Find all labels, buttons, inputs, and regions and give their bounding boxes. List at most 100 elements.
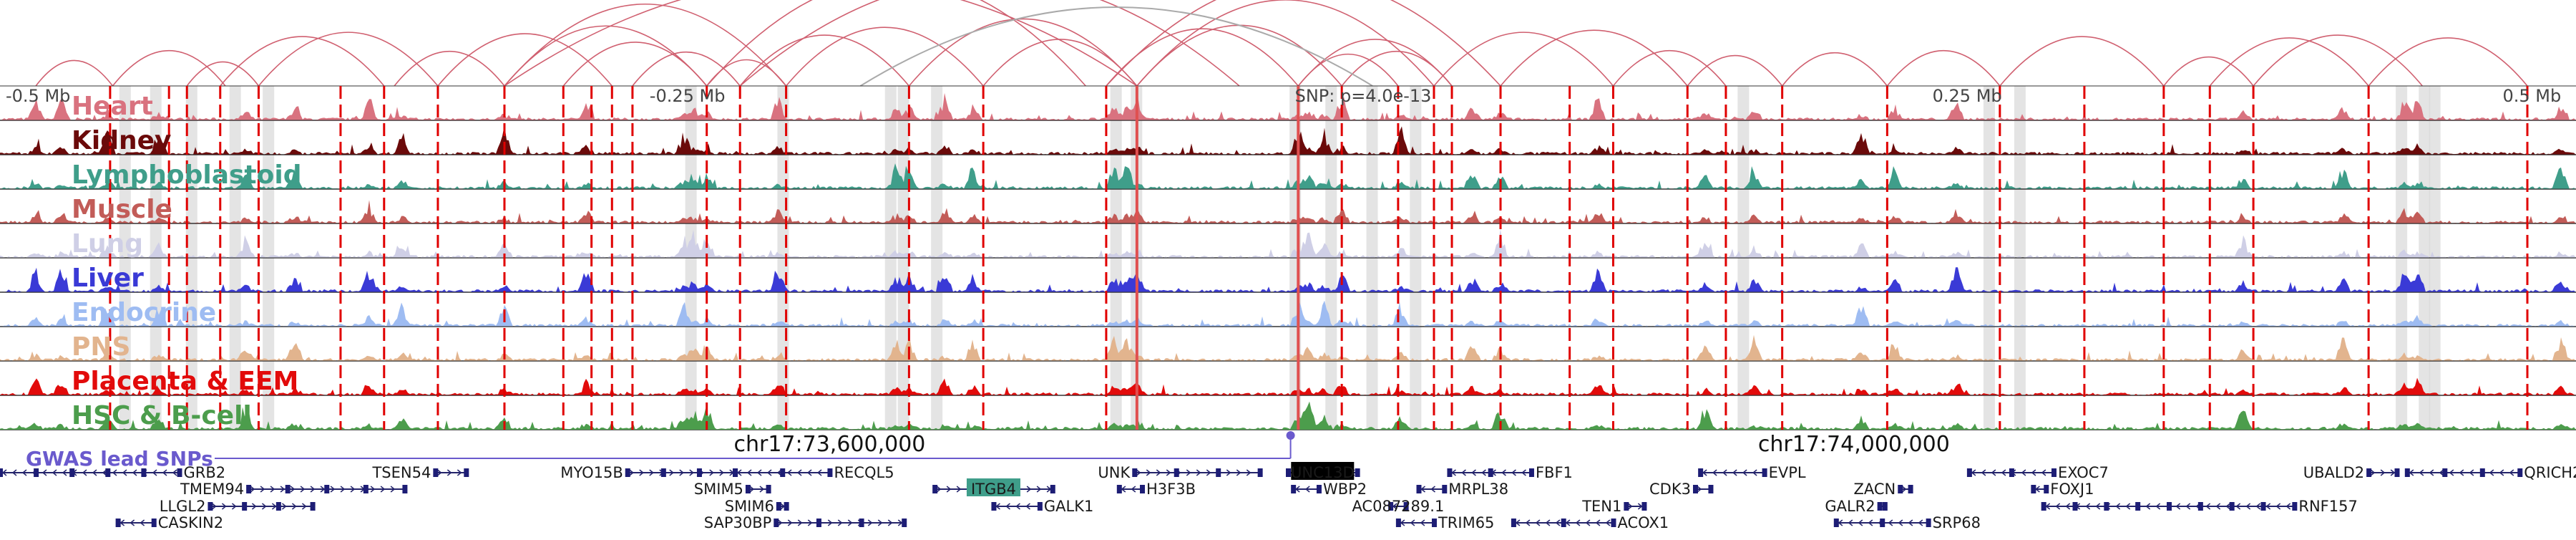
track-label: Lung <box>72 229 143 259</box>
loop-arc <box>186 61 260 87</box>
gene-acox1[interactable]: ACOX1 <box>1511 514 1669 531</box>
track-muscle <box>0 188 2576 224</box>
exon <box>774 519 779 527</box>
strand-chevron <box>2031 469 2036 476</box>
gene-wbp2[interactable]: WBP2 <box>1291 481 1367 498</box>
loop-arc <box>504 3 787 87</box>
gene-galk1[interactable]: GALK1 <box>991 498 1093 515</box>
gene-label: CDK3 <box>1649 481 1691 498</box>
strand-chevron <box>2419 469 2424 476</box>
strand-chevron <box>2045 503 2051 510</box>
gene-unc13d[interactable]: UNC13D <box>1286 462 1360 481</box>
strand-chevron <box>320 486 326 493</box>
gene-evpl[interactable]: EVPL <box>1698 464 1806 481</box>
strand-chevron <box>1525 519 1531 526</box>
strand-chevron <box>370 486 376 493</box>
exon <box>2104 502 2109 511</box>
strand-chevron <box>1451 469 1456 476</box>
exon <box>1174 468 1179 477</box>
strand-chevron <box>1166 469 1171 476</box>
gene-sap30bp[interactable]: SAP30BP <box>704 514 907 531</box>
strand-chevron <box>1732 469 1737 476</box>
strand-chevron <box>639 469 644 476</box>
strand-chevron <box>756 469 762 476</box>
strand-chevron <box>2145 503 2151 510</box>
exon <box>1966 468 1972 477</box>
gene-label: EXOC7 <box>2058 464 2109 481</box>
gene-recql5[interactable]: RECQL5 <box>733 464 894 481</box>
gene-label: TMEM94 <box>180 481 244 498</box>
gene-mrpl38[interactable]: MRPL38 <box>1416 481 1509 498</box>
track-label: Heart <box>72 92 153 121</box>
strand-chevron <box>250 486 255 493</box>
strand-chevron <box>1136 469 1141 476</box>
gene-caskin2[interactable]: CASKIN2 <box>115 514 224 531</box>
exon <box>1708 485 1714 493</box>
track-signal <box>0 299 2576 327</box>
gene-ac087289-1[interactable]: AC087289.1 <box>1352 498 1444 515</box>
strand-chevron <box>1015 503 1020 510</box>
strand-chevron <box>2499 469 2504 476</box>
strand-chevron <box>350 486 356 493</box>
strand-chevron <box>1535 519 1541 526</box>
loop-arc <box>1433 32 1614 87</box>
exon <box>745 485 751 493</box>
gene-foxj1[interactable]: FOXJ1 <box>2031 481 2094 498</box>
strand-chevron <box>2155 503 2161 510</box>
strand-chevron <box>1410 519 1415 526</box>
gene-rnf157[interactable]: RNF157 <box>2041 498 2358 515</box>
gene-label: H3F3B <box>1146 481 1196 498</box>
strand-chevron <box>2041 469 2046 476</box>
gene-trim65[interactable]: TRIM65 <box>1395 514 1495 531</box>
gene-h3f3b[interactable]: H3F3B <box>1116 481 1196 498</box>
gene-smim5[interactable]: SMIM5 <box>694 481 771 498</box>
strand-chevron <box>777 519 783 526</box>
gene-llgl2[interactable]: LLGL2 <box>160 498 316 515</box>
gene-myo15b[interactable]: MYO15B <box>560 464 738 481</box>
exon <box>902 519 907 527</box>
strand-chevron <box>709 469 714 476</box>
strand-chevron <box>271 503 277 510</box>
gene-srp68[interactable]: SRP68 <box>1833 514 1981 531</box>
loop-arc <box>2368 37 2528 87</box>
gene-smim6[interactable]: SMIM6 <box>725 498 789 515</box>
gene-ubald2[interactable]: UBALD2 <box>2303 464 2400 481</box>
exon <box>433 468 439 477</box>
gene-label: RNF157 <box>2298 498 2357 515</box>
gene-unk[interactable]: UNK <box>1098 464 1263 481</box>
chromosome-position: chr17:73,600,000 <box>733 432 925 457</box>
gwas-track: GWAS lead SNPs <box>26 431 1295 471</box>
strand-chevron <box>1236 469 1241 476</box>
gene-grb2[interactable]: GRB2 <box>0 464 225 481</box>
strand-chevron <box>1981 469 1986 476</box>
exon <box>1388 502 1394 511</box>
strand-chevron <box>1742 469 1747 476</box>
gene-galr2[interactable]: GALR2 <box>1825 498 1888 515</box>
exon <box>766 485 771 493</box>
strand-chevron <box>1481 469 1486 476</box>
strand-chevron <box>1752 469 1757 476</box>
gene-cdk3[interactable]: CDK3 <box>1649 481 1714 498</box>
strand-chevron <box>11 469 17 476</box>
exon <box>1395 519 1401 527</box>
gene-label: CASKIN2 <box>158 514 223 531</box>
strand-chevron <box>1908 519 1913 526</box>
gene-tmem94[interactable]: TMEM94 <box>180 481 408 498</box>
gene-itgb4[interactable]: ITGB4 <box>932 478 1055 498</box>
gene-qrich2[interactable]: QRICH2 <box>2404 464 2576 481</box>
track-endocrine <box>0 291 2576 327</box>
gene-zacn[interactable]: ZACN <box>1854 481 1913 498</box>
exon <box>34 468 39 477</box>
loop-arc <box>785 26 984 87</box>
gene-tsen54[interactable]: TSEN54 <box>371 464 469 481</box>
gene-label: ITGB4 <box>971 481 1016 498</box>
gene-exoc7[interactable]: EXOC7 <box>1966 464 2109 481</box>
gene-ten1[interactable]: TEN1 <box>1581 498 1647 515</box>
exon <box>1447 468 1453 477</box>
track-signal <box>0 200 2576 223</box>
exon <box>2031 485 2036 493</box>
loop-arc-grey <box>859 6 1373 87</box>
exon <box>1442 485 1448 493</box>
gene-fbf1[interactable]: FBF1 <box>1447 464 1573 481</box>
